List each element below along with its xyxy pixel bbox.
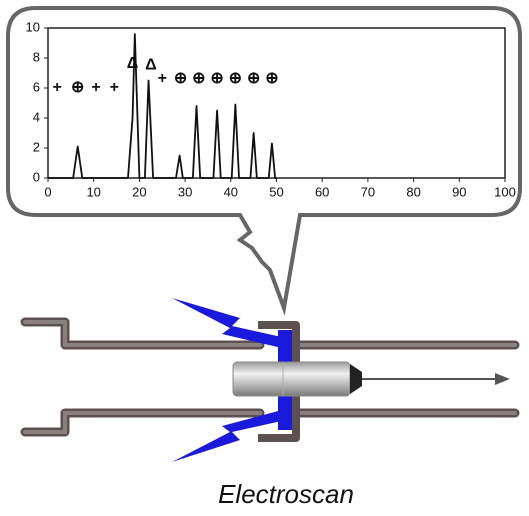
peak-marker: + — [52, 79, 61, 96]
x-tick-label: 40 — [224, 184, 238, 199]
x-tick-label: 0 — [44, 184, 51, 199]
x-tick-label: 60 — [315, 184, 329, 199]
y-tick-label: 4 — [33, 109, 40, 124]
caption: Electroscan — [218, 479, 354, 509]
trace — [48, 33, 277, 179]
x-tick-label: 100 — [494, 184, 516, 199]
peak-marker: ⊕ — [192, 70, 205, 87]
peak-marker: Δ — [127, 55, 139, 72]
peak-marker: ⊕ — [71, 79, 84, 96]
x-tick-label: 70 — [361, 184, 375, 199]
x-tick-label: 10 — [86, 184, 100, 199]
x-tick-label: 30 — [178, 184, 192, 199]
peak-marker: + — [91, 79, 100, 96]
x-tick-label: 80 — [406, 184, 420, 199]
speech-bubble — [6, 6, 522, 316]
x-tick-label: 90 — [452, 184, 466, 199]
peak-marker: ⊕ — [210, 70, 223, 87]
probe — [232, 361, 351, 397]
peak-marker: Δ — [145, 57, 157, 74]
lightning-top — [172, 298, 286, 348]
peak-marker: ⊕ — [229, 70, 242, 87]
y-tick-label: 6 — [33, 79, 40, 94]
peak-marker: ⊕ — [265, 70, 278, 87]
peak-marker: + — [110, 79, 119, 96]
peak-marker: ⊕ — [247, 70, 260, 87]
y-tick-label: 2 — [33, 139, 40, 154]
arrow-head — [495, 373, 510, 385]
lightning-bottom — [172, 410, 286, 462]
peak-marker: ⊕ — [174, 70, 187, 87]
x-tick-label: 50 — [269, 184, 283, 199]
probe-tip — [350, 364, 362, 394]
peak-marker: + — [158, 70, 167, 87]
x-tick-label: 20 — [132, 184, 146, 199]
y-tick-label: 10 — [26, 19, 40, 34]
y-tick-label: 8 — [33, 49, 40, 64]
pipe-inner — [23, 320, 517, 434]
y-tick-label: 0 — [33, 169, 40, 184]
